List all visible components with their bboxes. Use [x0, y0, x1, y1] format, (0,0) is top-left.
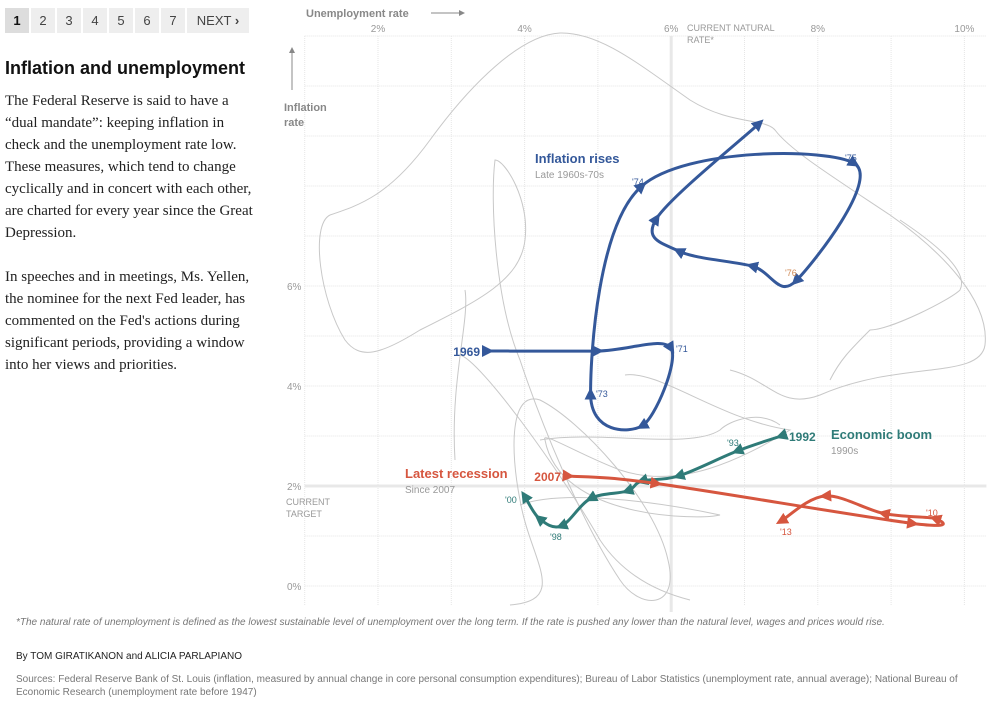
x-tick-label: 2% [371, 24, 386, 35]
label-2007: 2007 [534, 470, 561, 484]
y-tick-label: 6% [287, 282, 302, 293]
x-axis-title: Unemployment rate [306, 8, 409, 20]
data-point-1992 [779, 434, 783, 438]
data-point-1977 [750, 264, 754, 268]
article-title: Inflation and unemployment [5, 58, 246, 78]
label-98: '98 [550, 532, 562, 542]
pagination: 1 2 3 4 5 6 7 NEXT › [5, 8, 249, 33]
data-point-1999 [538, 517, 541, 520]
page-1-button[interactable]: 1 [5, 8, 29, 33]
series-subtitle-inflation-rises: Late 1960s-70s [535, 170, 604, 181]
sources: Sources: Federal Reserve Bank of St. Lou… [16, 674, 958, 698]
next-button[interactable]: NEXT › [187, 8, 249, 33]
grid [304, 35, 987, 612]
page-2-button[interactable]: 2 [31, 8, 55, 33]
data-point-1978 [677, 249, 680, 253]
series-subtitle-economic-boom: 1990s [831, 446, 858, 457]
label-76: '76 [785, 268, 797, 278]
data-point-1976 [794, 279, 798, 283]
data-point-1993 [735, 449, 739, 453]
data-point-2009 [911, 522, 915, 525]
series-line-latest-recession [562, 469, 945, 529]
y-axis-title-wrap: Inflation rate [284, 102, 327, 129]
data-point-1980 [757, 122, 761, 125]
next-label: NEXT [196, 13, 232, 28]
series-title-latest-recession: Latest recession [405, 466, 508, 481]
data-point-2008 [655, 482, 658, 485]
chart: 2% 4% 6% 8% 10% 0% 2% 4% 6% Unemployment rate In… [284, 8, 987, 612]
x-tick-label: 4% [517, 24, 532, 35]
label-1992: 1992 [789, 430, 816, 444]
page-6-button[interactable]: 6 [135, 8, 159, 33]
target-label-wrap: CURRENT TARGET [286, 497, 330, 519]
y-tick-label: 4% [287, 382, 302, 393]
x-tick-label: 6% [664, 24, 679, 35]
label-71: '71 [676, 344, 688, 354]
data-point-1996 [626, 489, 629, 493]
series-title-inflation-rises: Inflation rises [535, 151, 620, 166]
natural-rate-label: CURRENT NATURAL RATE* [687, 23, 775, 45]
article-body: The Federal Reserve is said to have a “d… [5, 90, 260, 398]
label-00: '00 [505, 495, 517, 505]
y-tick-label: 0% [287, 582, 302, 593]
data-point-2011 [882, 512, 885, 515]
data-point-1969 [486, 349, 490, 353]
page-5-button[interactable]: 5 [109, 8, 133, 33]
data-point-2007 [567, 474, 570, 478]
data-point-1997 [589, 497, 592, 500]
series-title-economic-boom: Economic boom [831, 427, 932, 442]
paragraph: In speeches and in meetings, Ms. Yellen,… [5, 269, 250, 373]
page-3-button[interactable]: 3 [57, 8, 81, 33]
series-layer [481, 119, 945, 530]
label-1969: 1969 [453, 345, 480, 359]
series-subtitle-latest-recession: Since 2007 [405, 485, 455, 496]
axis-ticks: 2% 4% 6% 8% 10% 0% 2% 4% 6% [287, 24, 975, 593]
data-point-1970 [596, 349, 600, 353]
page-4-button[interactable]: 4 [83, 8, 107, 33]
data-point-2012 [823, 494, 827, 498]
data-point-1972 [640, 424, 644, 428]
label-75: '75 [845, 153, 857, 163]
data-point-1998 [560, 524, 563, 528]
data-point-2013 [779, 519, 783, 523]
label-13: '13 [780, 527, 792, 537]
data-point-2010 [933, 517, 937, 520]
data-point-1973 [589, 392, 592, 395]
data-point-2000 [523, 494, 526, 498]
footnote: *The natural rate of unemployment is def… [16, 617, 885, 628]
label-93: '93 [727, 438, 739, 448]
label-73: '73 [596, 389, 608, 399]
label-10: '10 [926, 508, 938, 518]
x-tick-label: 8% [811, 24, 826, 35]
label-74: '74 [632, 177, 644, 187]
y-tick-label: 2% [287, 482, 302, 493]
data-point-1994 [677, 474, 680, 478]
chevron-right-icon: › [234, 13, 240, 28]
target-label: CURRENT TARGET [286, 497, 330, 519]
natural-rate-label-wrap: CURRENT NATURAL RATE* [687, 23, 775, 45]
paragraph: The Federal Reserve is said to have a “d… [5, 93, 253, 241]
page-7-button[interactable]: 7 [161, 8, 185, 33]
data-point-1979 [655, 217, 658, 220]
data-point-1974 [640, 184, 644, 188]
y-axis-title: Inflation rate [284, 102, 327, 129]
x-tick-label: 10% [954, 24, 974, 35]
data-point-1971 [670, 347, 673, 350]
byline: By TOM GIRATIKANON and ALICIA PARLAPIANO [16, 651, 243, 662]
data-point-1975 [853, 162, 856, 165]
